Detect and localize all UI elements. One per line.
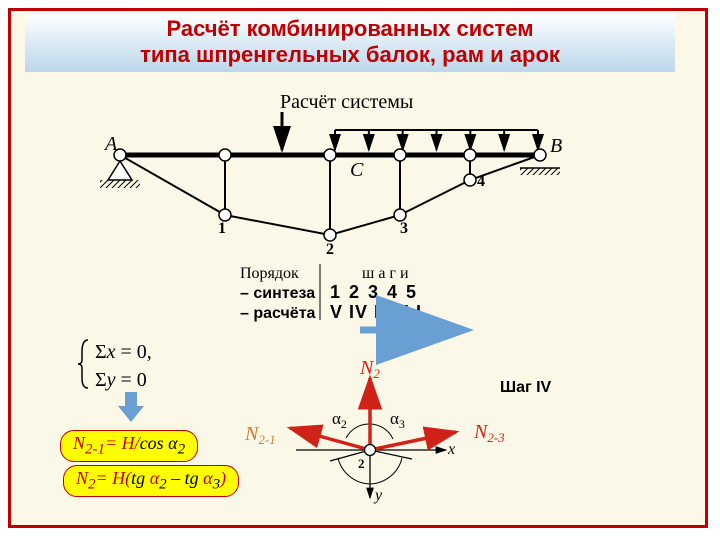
label-1: 1: [218, 220, 226, 237]
svg-text:– синтеза: – синтеза: [240, 285, 315, 302]
svg-text:y: y: [373, 487, 383, 504]
label-A: A: [103, 133, 118, 155]
formula-N21: N2-1= H/cos α2: [60, 430, 198, 462]
svg-text:ш а г и: ш а г и: [362, 265, 409, 282]
svg-text:V IV III II I: V IV III II I: [330, 302, 422, 322]
subtitle: Расчёт системы: [280, 91, 413, 113]
distributed-load: [335, 130, 538, 150]
svg-text:– расчёта: – расчёта: [240, 305, 316, 322]
svg-text:α3: α3: [390, 409, 405, 431]
support-right: [520, 168, 560, 175]
label-4: 4: [477, 173, 485, 190]
label-C: C: [350, 159, 364, 181]
svg-text:Σy = 0: Σy = 0: [95, 369, 147, 391]
svg-text:N2-3: N2-3: [473, 421, 505, 445]
svg-text:1 2 3 4 5: 1 2 3 4 5: [330, 282, 418, 302]
support-left: [100, 161, 140, 188]
formula-N2: N2= H(tg α2 – tg α3): [63, 465, 239, 497]
svg-text:Σx = 0,: Σx = 0,: [95, 341, 152, 363]
truss: [120, 155, 540, 235]
label-B: B: [550, 135, 562, 157]
svg-text:Порядок: Порядок: [240, 265, 299, 282]
svg-text:α2: α2: [332, 409, 347, 431]
equations: Σx = 0, Σy = 0: [78, 340, 152, 391]
step-label: Шаг IV: [500, 379, 552, 396]
force-diagram: x y N2 N2-1 N2-3 α2 α3 2: [244, 357, 505, 504]
label-3: 3: [400, 220, 408, 237]
svg-text:x: x: [447, 441, 455, 458]
steps-table: Порядок ш а г и – синтеза 1 2 3 4 5 – ра…: [240, 264, 422, 322]
label-2: 2: [326, 241, 334, 258]
svg-text:N2: N2: [359, 357, 380, 381]
svg-text:2: 2: [358, 456, 365, 471]
svg-text:N2-1: N2-1: [244, 423, 276, 447]
down-arrow-icon: [118, 392, 144, 422]
